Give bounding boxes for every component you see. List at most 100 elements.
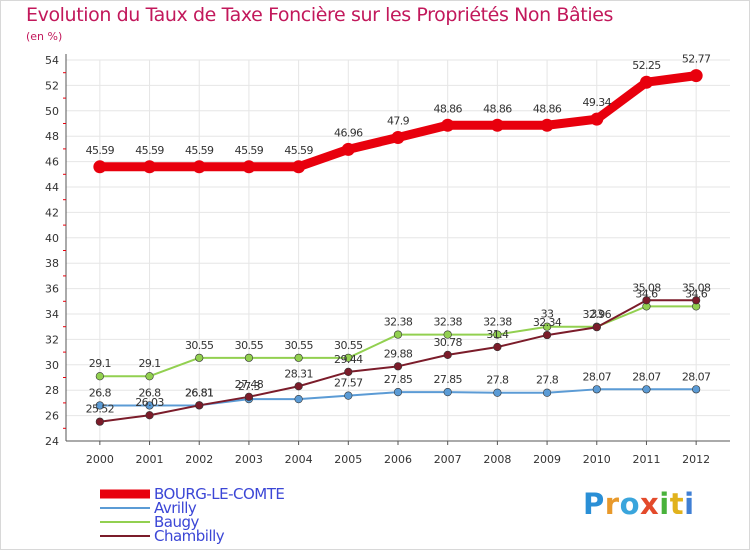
data-label: 45.59 — [185, 144, 214, 157]
x-tick-label: 2004 — [285, 453, 313, 466]
data-label: 27.85 — [433, 373, 462, 386]
data-label: 46.96 — [334, 126, 363, 139]
legend-swatch-chambilly — [100, 535, 150, 537]
legend-item: Avrilly — [100, 499, 350, 517]
x-tick-label: 2008 — [483, 453, 511, 466]
data-label: 52.77 — [682, 53, 711, 66]
data-point — [542, 330, 552, 340]
data-point — [490, 118, 504, 132]
data-label: 48.86 — [483, 102, 512, 115]
x-tick-label: 2000 — [86, 453, 114, 466]
data-point — [393, 388, 403, 397]
data-point — [542, 322, 552, 331]
y-tick-label: 46 — [45, 156, 59, 169]
y-tick-label: 54 — [45, 54, 59, 67]
y-tick-label: 52 — [45, 79, 59, 92]
data-point — [493, 388, 502, 397]
data-label: 34.6 — [685, 287, 708, 300]
data-point — [443, 330, 452, 339]
x-tick-label: 2002 — [185, 453, 213, 466]
data-label: 27.3 — [238, 380, 261, 393]
legend-label: Chambilly — [154, 527, 225, 545]
data-point — [441, 118, 455, 132]
data-label: 30.78 — [433, 336, 462, 349]
legend-item: Chambilly — [100, 527, 350, 545]
data-label: 27.48 — [235, 378, 264, 391]
data-point — [244, 353, 254, 362]
data-label: 27.8 — [486, 374, 509, 387]
data-point — [689, 69, 703, 83]
data-point — [344, 391, 353, 400]
data-label: 29.1 — [138, 357, 160, 370]
data-point — [642, 385, 651, 394]
x-tick-label: 2001 — [136, 453, 164, 466]
chart-data-labels: 45.59 45.59 45.59 45.59 45.59 46.96 47.9 48.86 4… — [86, 53, 712, 416]
logo-letter: x — [640, 487, 660, 521]
data-label: 32.96 — [583, 308, 612, 321]
data-label: 47.9 — [387, 114, 410, 127]
data-label: 26.81 — [185, 386, 214, 399]
data-label: 34.6 — [635, 287, 658, 300]
data-point — [294, 382, 303, 391]
data-label: 48.86 — [433, 102, 462, 115]
chart-legend: BOURG-LE-COMTE Avrilly Baugy Chambilly — [100, 485, 350, 545]
data-label: 27.85 — [384, 373, 413, 386]
data-label: 45.59 — [235, 144, 264, 157]
data-label: 30.55 — [334, 339, 363, 352]
data-label: 52.25 — [632, 59, 661, 72]
data-label: 28.07 — [632, 370, 661, 383]
chart-series — [93, 69, 703, 426]
data-label: 31.4 — [486, 328, 509, 341]
data-point — [145, 372, 154, 381]
data-point — [145, 411, 154, 420]
x-tick-label: 2007 — [434, 453, 462, 466]
data-label: 29.1 — [89, 357, 111, 370]
data-point — [95, 372, 104, 381]
y-tick-label: 50 — [45, 105, 59, 118]
data-point — [493, 330, 502, 339]
y-tick-label: 40 — [45, 232, 59, 245]
x-tick-label: 2012 — [682, 453, 710, 466]
data-point — [341, 142, 355, 156]
data-label: 45.59 — [284, 144, 313, 157]
data-point — [592, 323, 601, 332]
data-point — [292, 160, 306, 174]
logo-letter: t — [669, 487, 685, 521]
data-label: 26.8 — [138, 386, 161, 399]
x-tick-label: 2006 — [384, 453, 412, 466]
data-point — [692, 385, 701, 394]
data-label: 33 — [541, 308, 554, 321]
data-point — [192, 160, 206, 174]
logo-letter: P — [583, 487, 605, 521]
data-label: 35.08 — [632, 281, 661, 294]
data-label: 32.38 — [384, 316, 413, 329]
legend-item: BOURG-LE-COMTE — [100, 485, 350, 503]
data-label: 32.38 — [483, 316, 512, 329]
legend-swatch-avrilly — [100, 507, 150, 509]
logo-letter: o — [619, 487, 641, 521]
data-point — [195, 353, 204, 362]
data-point — [590, 112, 604, 126]
logo-letter: i — [659, 487, 670, 521]
data-label: 29.88 — [384, 347, 413, 360]
data-label: 26.8 — [89, 386, 112, 399]
y-tick-label: 48 — [45, 130, 59, 143]
x-tick-label: 2011 — [632, 453, 660, 466]
y-tick-label: 36 — [45, 283, 59, 296]
x-tick-label: 2005 — [334, 453, 362, 466]
data-point — [195, 401, 204, 410]
x-tick-label: 2003 — [235, 453, 263, 466]
data-point — [391, 130, 405, 144]
data-label: 30.55 — [235, 339, 264, 352]
data-point — [443, 388, 452, 397]
logo-letter: r — [604, 487, 620, 521]
data-point — [242, 160, 256, 174]
data-point — [244, 392, 254, 401]
x-tick-label: 2010 — [583, 453, 611, 466]
logo-letter: i — [684, 487, 695, 521]
data-label: 49.34 — [583, 96, 612, 109]
data-point — [493, 342, 502, 352]
data-label: 45.59 — [135, 144, 164, 157]
data-point — [639, 75, 653, 89]
